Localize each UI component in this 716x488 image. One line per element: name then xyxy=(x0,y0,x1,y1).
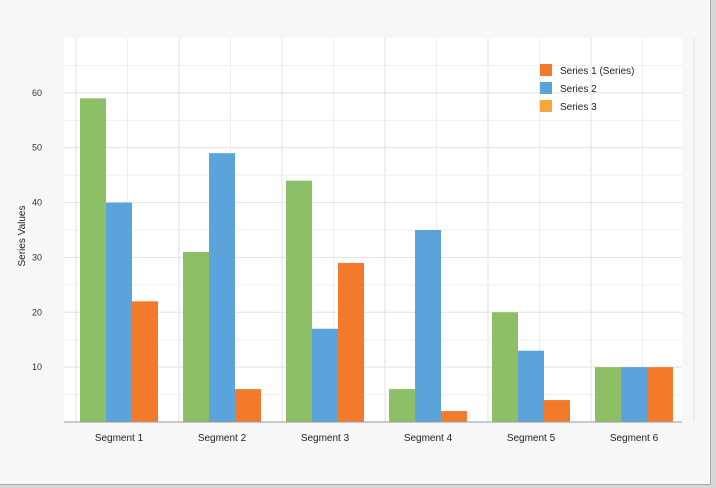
bar xyxy=(492,312,518,422)
bar xyxy=(286,180,312,422)
x-category-label: Segment 1 xyxy=(95,433,144,444)
bar xyxy=(209,153,235,422)
bar xyxy=(595,367,621,422)
bar xyxy=(621,367,647,422)
bar xyxy=(183,251,209,422)
bar xyxy=(389,389,415,422)
y-tick-label: 20 xyxy=(32,307,42,317)
x-category-label: Segment 2 xyxy=(198,433,247,444)
legend-swatch xyxy=(540,82,552,94)
y-tick-label: 50 xyxy=(32,143,42,153)
y-tick-label: 10 xyxy=(32,362,42,372)
legend-swatch xyxy=(540,100,552,112)
bar xyxy=(106,202,132,422)
legend-swatch xyxy=(540,64,552,76)
y-axis-label: Series Values xyxy=(17,206,28,267)
bar xyxy=(441,411,467,422)
y-tick-label: 30 xyxy=(32,252,42,262)
bar xyxy=(132,301,158,422)
legend-label: Series 2 xyxy=(560,84,597,95)
legend-label: Series 1 (Series) xyxy=(560,66,634,77)
y-tick-labels: 10 20 30 40 50 60 xyxy=(32,88,42,372)
bar xyxy=(80,98,106,422)
y-tick-label: 60 xyxy=(32,88,42,98)
bars xyxy=(80,98,673,422)
legend: Series 1 (Series) Series 2 Series 3 xyxy=(540,64,634,113)
y-tick-label: 40 xyxy=(32,198,42,208)
x-category-label: Segment 5 xyxy=(507,433,556,444)
bar xyxy=(235,389,261,422)
legend-label: Series 3 xyxy=(560,102,597,113)
bar xyxy=(338,262,364,422)
x-category-label: Segment 3 xyxy=(301,433,350,444)
bar xyxy=(518,350,544,422)
x-category-label: Segment 6 xyxy=(610,433,659,444)
bar xyxy=(415,230,441,422)
bar xyxy=(647,367,673,422)
grid xyxy=(64,38,695,422)
bar xyxy=(544,400,570,422)
x-category-label: Segment 4 xyxy=(404,433,453,444)
x-category-labels: Segment 1 Segment 2 Segment 3 Segment 4 Segm… xyxy=(95,433,659,444)
bar xyxy=(312,328,338,422)
